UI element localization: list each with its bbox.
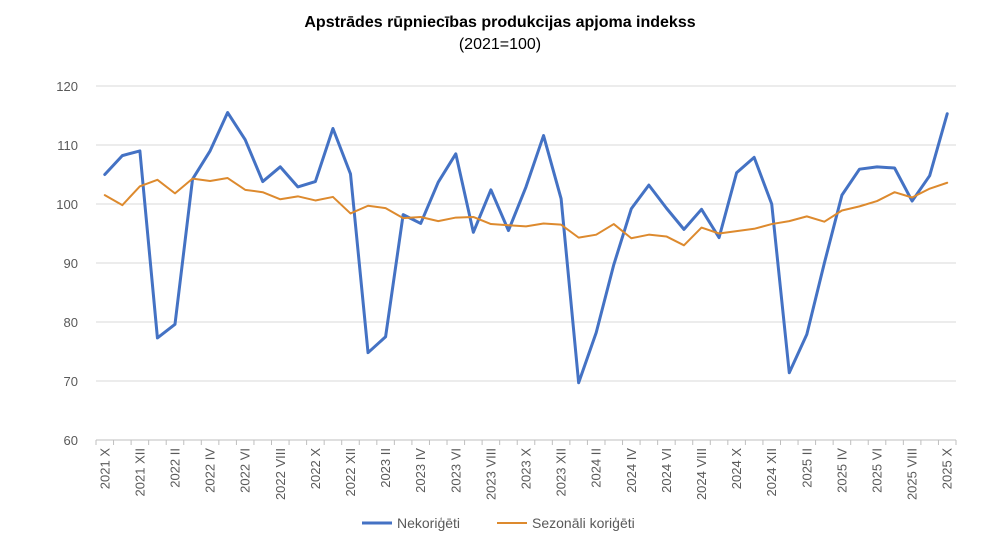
series-line-nekorigeti <box>105 113 947 383</box>
line-chart: 60 70 80 90 100 110 120 2021 X 2021 XII 2022 II 20… <box>0 0 1000 539</box>
x-tick-label: 2024 VIII <box>694 448 709 500</box>
x-tick-label: 2024 VI <box>659 448 674 493</box>
x-tick-label: 2023 II <box>378 448 393 488</box>
y-tick-label: 70 <box>64 374 78 389</box>
x-tick-label: 2022 X <box>308 448 323 490</box>
y-tick-label: 60 <box>64 433 78 448</box>
y-tick-label: 100 <box>56 197 78 212</box>
x-tick-label: 2023 IV <box>413 448 428 493</box>
y-tick-label: 120 <box>56 79 78 94</box>
x-tick-label: 2022 VIII <box>273 448 288 500</box>
legend-sezonali-korigeti-label: Sezonāli koriģēti <box>532 515 635 531</box>
y-tick-label: 80 <box>64 315 78 330</box>
x-tick-label: 2025 X <box>940 448 955 490</box>
x-tick-label: 2025 II <box>799 448 814 488</box>
x-tick-label: 2023 X <box>519 448 534 490</box>
y-tick-label: 110 <box>57 138 78 153</box>
chart-root: Apstrādes rūpniecības produkcijas apjoma… <box>0 0 1000 539</box>
x-tick-label: 2025 VIII <box>905 448 920 500</box>
y-tick-label: 90 <box>64 256 78 271</box>
x-tick-label: 2022 II <box>167 448 182 488</box>
x-tick-label: 2024 X <box>729 448 744 490</box>
legend-nekorigeti-label: Nekoriģēti <box>397 515 460 531</box>
x-tick-label: 2022 XII <box>343 448 358 496</box>
x-tick-label: 2022 IV <box>203 448 218 493</box>
x-tick-label: 2022 VI <box>238 448 253 493</box>
x-tick-label: 2025 VI <box>870 448 885 493</box>
x-tick-label: 2025 IV <box>834 448 849 493</box>
x-tick-label: 2021 XII <box>132 448 147 496</box>
x-tick-label: 2021 X <box>97 448 112 490</box>
x-tick-label: 2024 II <box>589 448 604 488</box>
x-tick-label: 2023 VIII <box>483 448 498 500</box>
x-tick-label: 2024 IV <box>624 448 639 493</box>
x-tick-label: 2023 XII <box>554 448 569 496</box>
x-tick-label: 2023 VI <box>448 448 463 493</box>
x-tick-label: 2024 XII <box>764 448 779 496</box>
